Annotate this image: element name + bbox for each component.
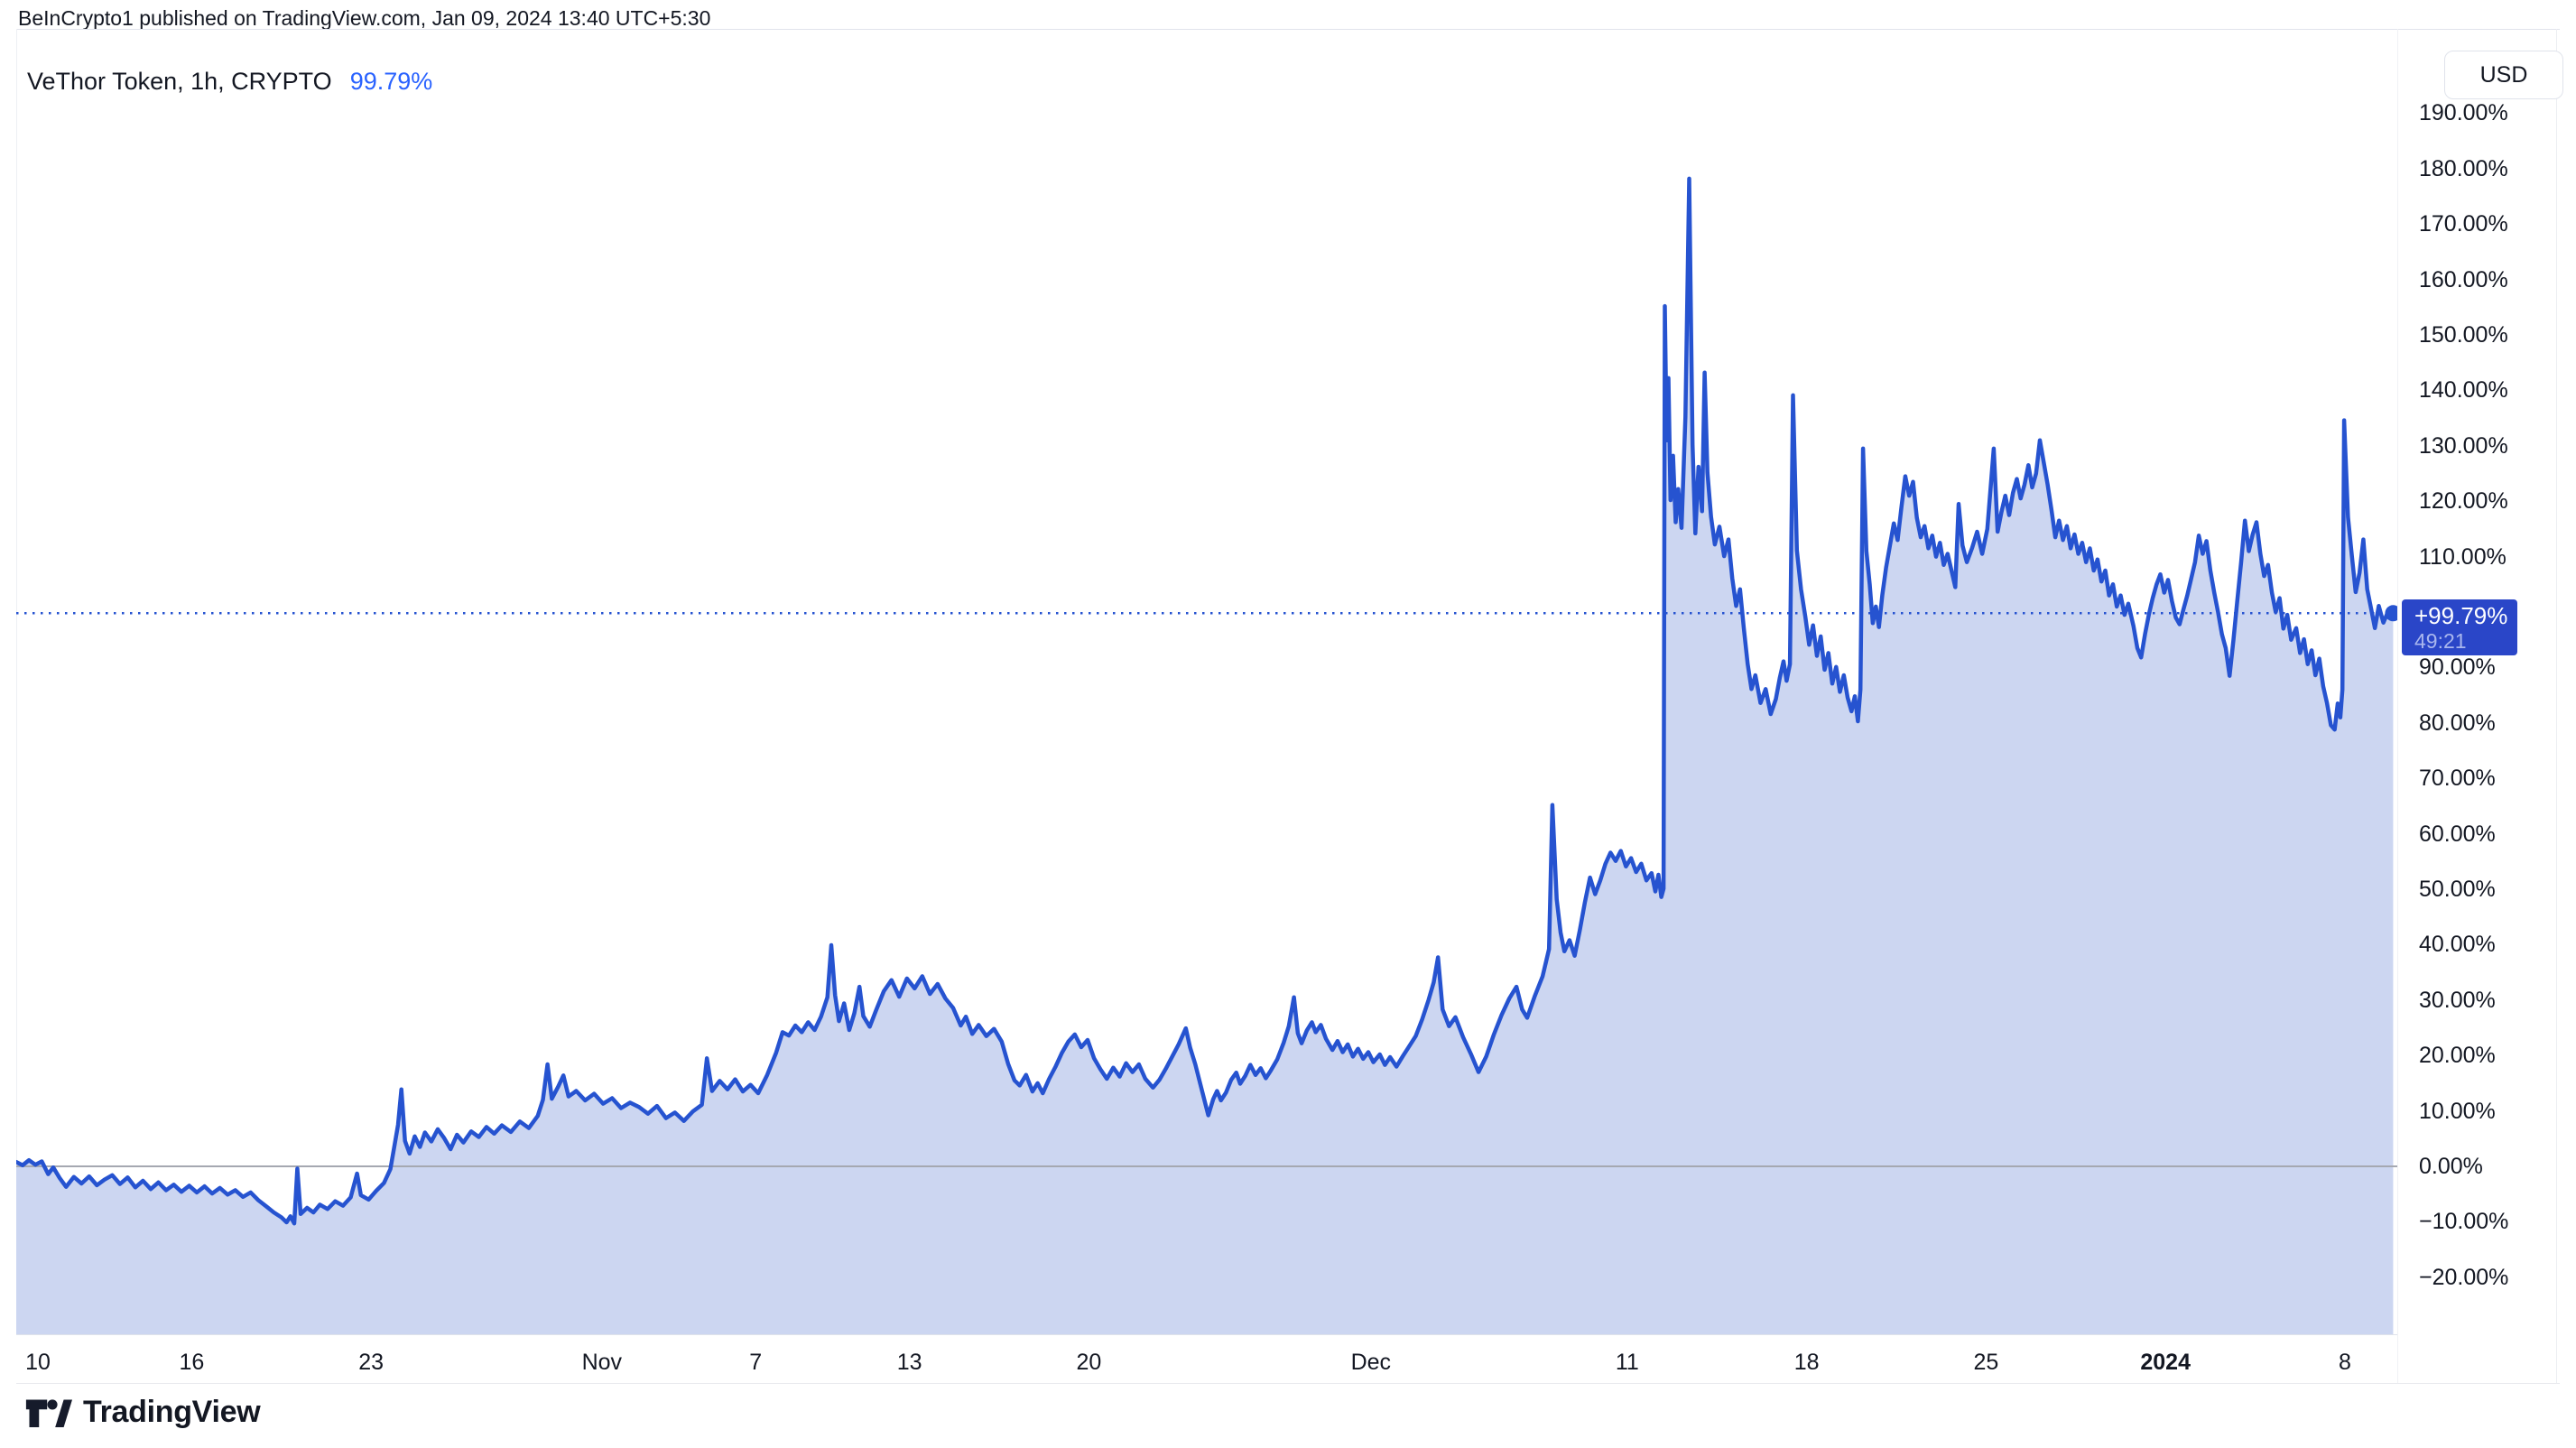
widget-top-border <box>16 29 2560 30</box>
time-axis-tick: 25 <box>1973 1350 1999 1375</box>
last-price-label: +99.79% 49:21 <box>2402 599 2517 655</box>
price-axis-tick: 0.00% <box>2419 1154 2483 1179</box>
widget-bottom-border <box>16 1383 2560 1384</box>
symbol-title: VeThor Token, 1h, CRYPTO <box>27 68 332 95</box>
price-axis-tick: 160.00% <box>2419 266 2508 292</box>
price-axis-tick: 90.00% <box>2419 654 2496 681</box>
plot-left-border <box>16 29 17 1334</box>
time-axis-tick: 16 <box>179 1350 205 1375</box>
price-axis-tick: 20.00% <box>2419 1043 2496 1069</box>
price-axis-tick: 80.00% <box>2419 710 2496 736</box>
price-axis-tick: 110.00% <box>2419 543 2507 570</box>
tradingview-attribution[interactable]: TradingView <box>25 1392 261 1432</box>
price-axis-tick: 180.00% <box>2419 155 2508 181</box>
time-axis-tick: Nov <box>581 1350 623 1375</box>
bar-countdown-timer: 49:21 <box>2414 629 2467 653</box>
time-axis-tick: 11 <box>1615 1350 1639 1375</box>
price-axis-tick: −10.00% <box>2419 1209 2509 1235</box>
price-axis-tick: 30.00% <box>2419 987 2496 1013</box>
price-axis-tick: 150.00% <box>2419 322 2508 348</box>
tradingview-brand-text: TradingView <box>83 1394 261 1429</box>
price-axis-tick: 170.00% <box>2419 211 2508 237</box>
currency-toggle-label: USD <box>2479 61 2528 88</box>
price-axis-tick: 140.00% <box>2419 377 2508 404</box>
time-axis-tick: Dec <box>1350 1350 1392 1375</box>
price-axis-tick: 40.00% <box>2419 932 2496 958</box>
time-axis-tick: 7 <box>749 1350 763 1375</box>
price-axis-tick: −20.00% <box>2419 1264 2509 1290</box>
price-line <box>16 176 2395 1226</box>
price-axis-tick: 70.00% <box>2419 766 2496 792</box>
price-axis-tick: 10.00% <box>2419 1098 2496 1124</box>
time-axis-tick: 10 <box>25 1350 51 1375</box>
time-axis-tick: 20 <box>1076 1350 1102 1375</box>
price-axis-tick: 190.00% <box>2419 100 2508 126</box>
chart-legend[interactable]: VeThor Token, 1h, CRYPTO 99.79% <box>27 67 432 96</box>
price-axis-tick: 60.00% <box>2419 821 2496 847</box>
published-attribution-line: BeInCrypto1 published on TradingView.com… <box>18 6 711 30</box>
price-axis-tick: 130.00% <box>2419 432 2508 459</box>
time-axis-tick: 13 <box>896 1350 922 1375</box>
tradingview-logo-icon <box>25 1399 72 1428</box>
plot-bottom-border <box>16 1334 2397 1335</box>
chart-plot-area[interactable] <box>16 29 2397 1334</box>
legend-change-percent: 99.79% <box>349 68 433 95</box>
time-axis-tick: 18 <box>1793 1350 1820 1375</box>
price-axis-tick: 120.00% <box>2419 488 2508 515</box>
time-axis-tick: 23 <box>358 1350 385 1375</box>
last-price-change: +99.79% <box>2414 602 2508 629</box>
area-fill <box>16 178 2394 1334</box>
price-axis-separator <box>2397 29 2398 1383</box>
currency-toggle-button[interactable]: USD <box>2444 51 2563 99</box>
time-axis-tick: 2024 <box>2140 1350 2191 1375</box>
widget-right-border <box>2556 29 2557 1383</box>
last-price-dot <box>2385 605 2397 622</box>
price-axis-tick: 50.00% <box>2419 877 2496 902</box>
time-axis-tick: 8 <box>2339 1350 2351 1375</box>
